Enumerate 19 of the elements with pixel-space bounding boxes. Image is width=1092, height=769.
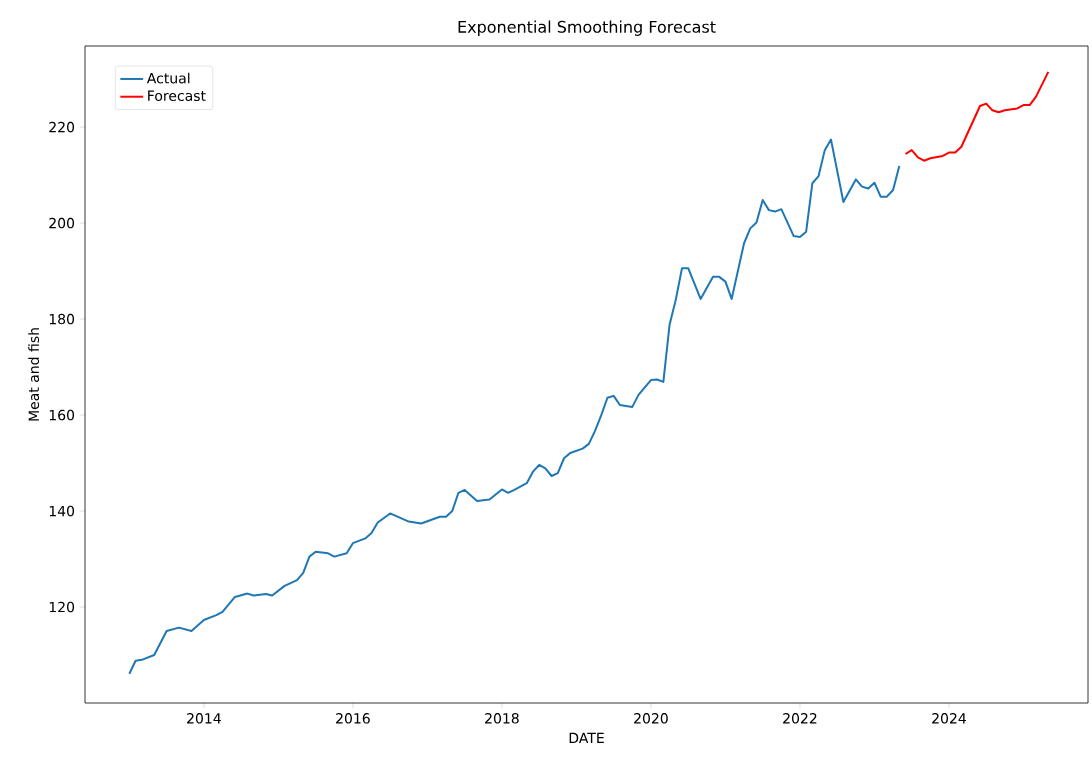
y-tick-label: 160 [49,409,75,421]
x-tick-label: 2024 [932,713,966,724]
legend-label: Forecast [148,90,206,102]
x-axis-title: DATE [569,732,604,743]
y-tick-label: 220 [49,121,75,133]
legend-label: Actual [146,72,190,84]
y-tick-label: 120 [49,601,75,613]
y-tick-label: 140 [49,505,75,517]
y-tick-label: 180 [49,313,75,325]
y-tick-label: 200 [49,217,75,229]
x-tick-label: 2022 [783,713,817,724]
line-series [128,138,901,675]
x-tick-label: 2016 [336,713,370,724]
x-tick-label: 2014 [187,713,221,724]
chart-title: Exponential Smoothing Forecast [458,20,716,36]
x-tick-label: 2018 [485,713,519,724]
x-tick-label: 2020 [634,713,668,724]
y-axis-title: Meat and fish [28,328,40,421]
line-series [904,70,1050,162]
